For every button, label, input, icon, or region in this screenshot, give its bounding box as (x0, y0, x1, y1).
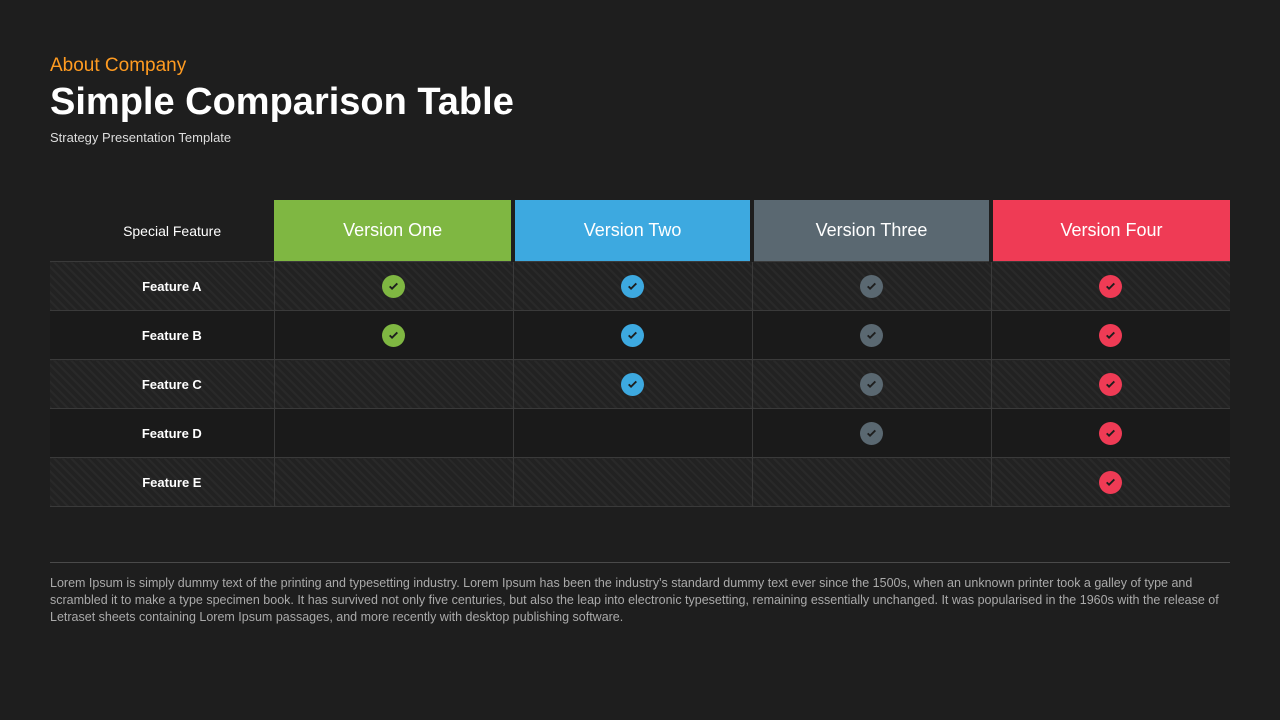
table-cell (752, 458, 991, 507)
table-cell (274, 360, 513, 409)
comparison-table: Special Feature Version One Version Two … (50, 200, 1230, 507)
check-icon (382, 275, 405, 298)
slide: About Company Simple Comparison Table St… (0, 0, 1280, 720)
table-cell (274, 262, 513, 311)
table-cell (274, 458, 513, 507)
row-label: Feature E (50, 458, 274, 507)
table-header-row: Special Feature Version One Version Two … (50, 200, 1230, 262)
table-cell (752, 409, 991, 458)
check-icon (860, 422, 883, 445)
table-header-version-3: Version Three (752, 200, 991, 262)
check-icon (1099, 275, 1122, 298)
table-row: Feature E (50, 458, 1230, 507)
table-cell (513, 262, 752, 311)
check-icon (1099, 471, 1122, 494)
check-icon (1099, 422, 1122, 445)
check-icon (621, 324, 644, 347)
table-cell (752, 311, 991, 360)
table-cell (991, 311, 1230, 360)
table-header-version-1: Version One (274, 200, 513, 262)
table-header-label: Special Feature (50, 200, 274, 262)
check-icon (1099, 373, 1122, 396)
table-cell (513, 360, 752, 409)
body-paragraph: Lorem Ipsum is simply dummy text of the … (50, 575, 1230, 626)
table-cell (991, 458, 1230, 507)
table-cell (752, 360, 991, 409)
table-row: Feature C (50, 360, 1230, 409)
table-cell (274, 311, 513, 360)
check-icon (621, 275, 644, 298)
table-row: Feature B (50, 311, 1230, 360)
row-label: Feature A (50, 262, 274, 311)
table-row: Feature D (50, 409, 1230, 458)
row-label: Feature C (50, 360, 274, 409)
divider (50, 562, 1230, 563)
table-cell (991, 262, 1230, 311)
table-header-version-4: Version Four (991, 200, 1230, 262)
page-title: Simple Comparison Table (50, 81, 1230, 124)
table-cell (752, 262, 991, 311)
check-icon (1099, 324, 1122, 347)
table-header-version-2: Version Two (513, 200, 752, 262)
table-cell (274, 409, 513, 458)
check-icon (860, 324, 883, 347)
check-icon (382, 324, 405, 347)
table-row: Feature A (50, 262, 1230, 311)
table-cell (513, 458, 752, 507)
table-cell (991, 409, 1230, 458)
table-body: Feature AFeature BFeature CFeature DFeat… (50, 262, 1230, 507)
eyebrow-text: About Company (50, 55, 1230, 77)
row-label: Feature B (50, 311, 274, 360)
check-icon (860, 275, 883, 298)
page-subtitle: Strategy Presentation Template (50, 130, 1230, 145)
check-icon (860, 373, 883, 396)
table-cell (991, 360, 1230, 409)
row-label: Feature D (50, 409, 274, 458)
check-icon (621, 373, 644, 396)
table-cell (513, 409, 752, 458)
table-cell (513, 311, 752, 360)
